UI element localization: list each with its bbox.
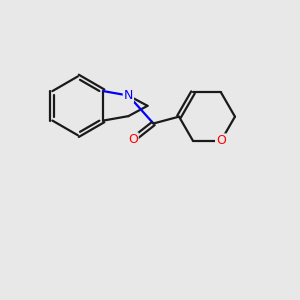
Text: O: O [128,133,138,146]
Text: O: O [216,134,226,147]
Text: N: N [124,89,133,102]
